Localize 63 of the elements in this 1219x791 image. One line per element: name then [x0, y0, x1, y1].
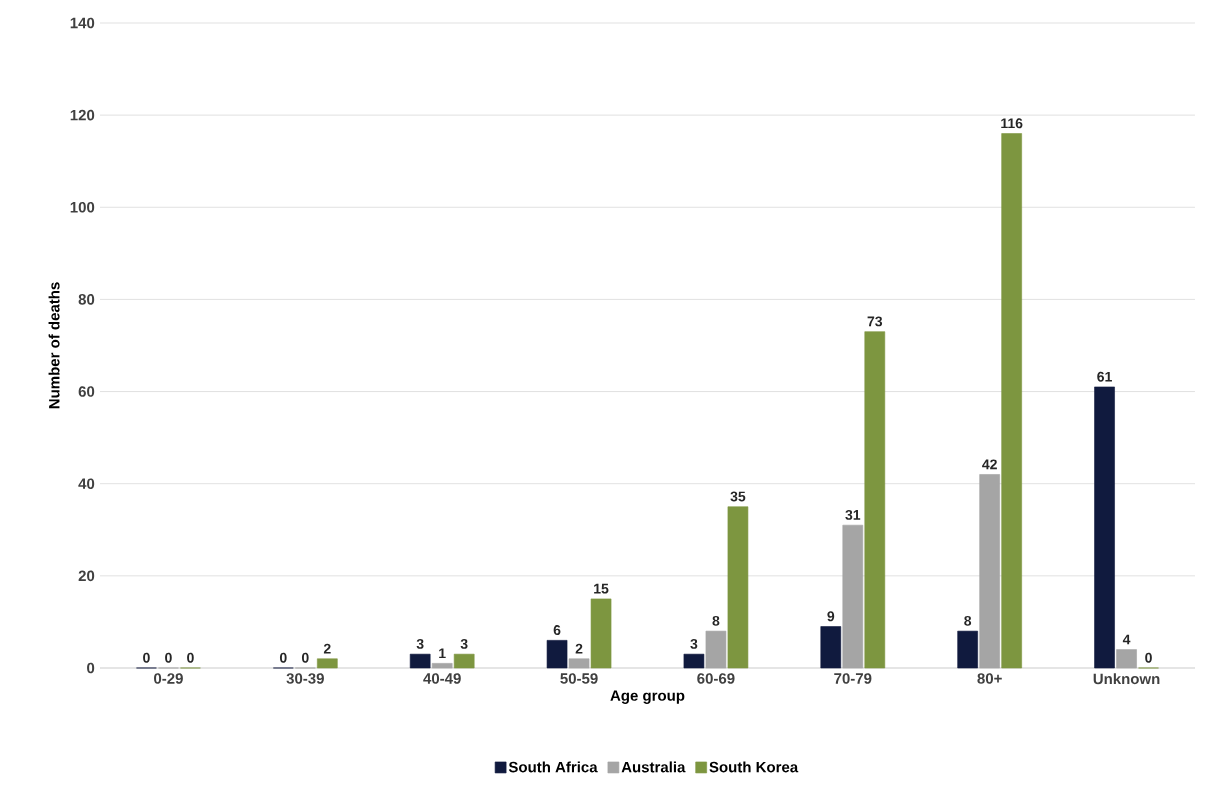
x-tick-label: Unknown — [1093, 673, 1160, 685]
data-label: 31 — [845, 509, 861, 520]
legend-label: South Korea — [709, 761, 799, 773]
y-tick-label: 60 — [78, 386, 95, 397]
data-label: 2 — [575, 643, 583, 654]
data-label: 73 — [867, 316, 883, 327]
bar — [979, 474, 1000, 669]
x-tick-label: 50-59 — [560, 673, 598, 684]
data-label: 116 — [1001, 118, 1023, 129]
data-label: 0 — [187, 652, 194, 663]
bar — [1116, 649, 1137, 669]
data-label: 15 — [594, 583, 609, 594]
data-label: 1 — [439, 648, 446, 659]
y-tick-label: 140 — [70, 17, 95, 29]
data-label: 2 — [323, 643, 331, 654]
data-label: 0 — [165, 652, 172, 663]
data-label: 3 — [460, 638, 468, 649]
data-label: 4 — [1122, 634, 1131, 645]
y-axis-title: Number of deaths — [48, 282, 60, 409]
bar — [546, 640, 568, 669]
bar — [409, 653, 431, 669]
data-label: 9 — [827, 611, 835, 622]
x-tick-label: 80+ — [977, 673, 1002, 684]
y-tick-label: 0 — [87, 662, 95, 674]
data-label: 0 — [301, 652, 309, 663]
y-tick-label: 120 — [70, 109, 95, 121]
legend-label: Australia — [621, 761, 686, 773]
y-tick-label: 80 — [78, 294, 95, 305]
data-label: 0 — [279, 652, 287, 663]
bar — [842, 524, 864, 669]
bar — [727, 506, 749, 669]
bar — [1001, 133, 1022, 669]
bar — [453, 653, 475, 669]
bar — [1094, 386, 1115, 669]
y-tick-label: 100 — [70, 201, 95, 213]
data-label: 0 — [143, 652, 150, 663]
x-tick-label: 70-79 — [834, 673, 872, 684]
bar — [864, 331, 886, 669]
x-tick-label: 40-49 — [423, 673, 461, 684]
bar — [317, 658, 338, 669]
data-label: 61 — [1097, 371, 1112, 382]
data-label: 42 — [982, 459, 997, 470]
legend-label: South Africa — [508, 761, 598, 773]
data-label: 3 — [416, 638, 424, 649]
x-tick-label: 0-29 — [154, 673, 183, 684]
bar — [568, 658, 590, 669]
bar — [957, 630, 978, 669]
bar — [820, 626, 842, 669]
x-tick-label: 30-39 — [286, 673, 324, 684]
bar — [431, 663, 453, 669]
y-tick-label: 40 — [78, 478, 95, 489]
bar — [683, 653, 705, 669]
y-tick-label: 20 — [78, 570, 95, 582]
data-label: 35 — [730, 491, 746, 502]
x-tick-label: 60-69 — [697, 673, 735, 684]
data-label: 8 — [964, 615, 972, 626]
bar — [705, 630, 727, 669]
data-label: 3 — [690, 638, 698, 649]
data-label: 6 — [553, 625, 561, 636]
bar — [590, 598, 612, 669]
x-axis-title: Age group — [610, 690, 685, 704]
data-label: 8 — [712, 615, 720, 626]
data-label: 0 — [1145, 652, 1152, 663]
